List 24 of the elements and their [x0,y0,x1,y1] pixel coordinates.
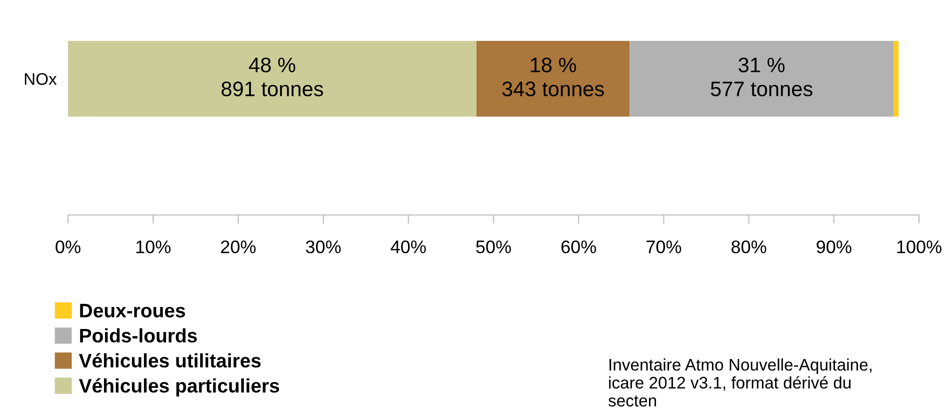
x-tick-label: 20% [221,240,256,254]
bar [476,40,630,117]
x-tick-label: 80% [732,240,766,254]
y-tick-label: NOx [24,73,57,85]
legend-label: Poids-lourds [80,328,197,343]
x-tick-label: 70% [646,240,682,254]
data-label: 18 % 343 tonnes [502,58,604,96]
x-tick-label: 0% [56,240,80,254]
x-tick-label: 10% [136,240,171,254]
data-label: 31 % 577 tonnes [710,58,812,96]
legend-label: Deux-roues [80,304,186,318]
legend-label: Véhicules particuliers [78,378,280,396]
data-label: 48 % 891 tonnes [222,58,324,96]
x-tick-label: 50% [476,240,511,254]
x-tick-label: 60% [561,240,596,254]
bar [68,40,476,117]
x-tick-label: 100% [897,240,942,254]
x-tick-label: 30% [306,240,341,254]
x-tick-label: 90% [816,240,852,254]
bar [893,40,899,117]
bar [630,40,894,117]
text: Inventaire Atmo Nouvelle-Aquitaine, icare 2012 v3.1, format dérivé du secten [608,358,872,407]
legend-label: Véhicules utilitaires [78,353,261,368]
x-tick-label: 40% [390,240,426,254]
